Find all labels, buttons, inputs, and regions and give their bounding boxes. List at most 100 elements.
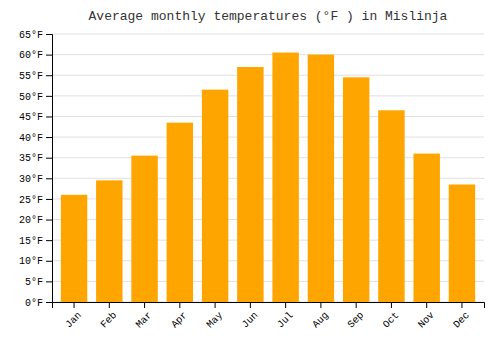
bar	[61, 195, 87, 302]
y-tick-mark	[46, 137, 52, 138]
bar	[343, 77, 369, 302]
y-tick-label: 15°F	[19, 236, 43, 247]
x-tick-label: Apr	[169, 310, 190, 331]
y-tick-mark	[46, 240, 52, 241]
y-tick-mark	[46, 281, 52, 282]
y-tick-mark	[46, 302, 52, 303]
x-tick-label: Sep	[346, 310, 367, 331]
x-tick-label: Jun	[240, 310, 261, 331]
x-tick-mark	[391, 302, 392, 308]
x-tick-mark	[215, 302, 216, 308]
x-tick-label: May	[204, 310, 225, 331]
y-tick-mark	[46, 261, 52, 262]
x-tick-mark	[144, 302, 145, 308]
bar	[449, 184, 475, 302]
x-tick-mark	[320, 302, 321, 308]
y-tick: 0°F	[25, 298, 52, 309]
y-tick-label: 10°F	[19, 256, 43, 267]
y-tick: 60°F	[19, 50, 52, 61]
y-tick: 50°F	[19, 92, 52, 103]
bar	[131, 156, 157, 302]
y-tick-label: 5°F	[25, 277, 43, 288]
bar	[167, 123, 193, 302]
y-tick-label: 30°F	[19, 174, 43, 185]
x-tick-label: Nov	[416, 310, 437, 331]
grid-line	[52, 116, 484, 117]
grid-line	[52, 137, 484, 138]
y-tick-label: 20°F	[19, 215, 43, 226]
title: Average monthly temperatures (°F ) in Mi…	[89, 9, 448, 24]
grid-line	[52, 75, 484, 76]
x-tick: Sep	[346, 302, 367, 330]
x-tick-mark	[179, 302, 180, 308]
x-tick: May	[204, 302, 225, 330]
y-tick: 25°F	[19, 195, 52, 206]
y-tick-mark	[46, 220, 52, 221]
x-tick: Aug	[310, 302, 331, 330]
y-tick-label: 50°F	[19, 92, 43, 103]
y-tick-label: 55°F	[19, 71, 43, 82]
y-tick-mark	[46, 55, 52, 56]
x-tick-mark	[250, 302, 251, 308]
x-tick-label: Jul	[275, 310, 296, 331]
y-tick: 15°F	[19, 236, 52, 247]
y-tick-mark	[46, 178, 52, 179]
bar	[272, 53, 298, 302]
x-tick-label: Feb	[99, 310, 120, 331]
y-tick: 20°F	[19, 215, 52, 226]
x-tick: Dec	[451, 302, 472, 330]
x-tick-label: Jan	[63, 310, 84, 331]
y-axis: 0°F 5°F 10°F 15°F 20°F 25°F 30°F 35°F 40°F 45°F 50…	[19, 30, 53, 309]
x-tick: Mar	[134, 302, 155, 330]
y-tick-label: 65°F	[19, 30, 43, 41]
x-tick-label: Dec	[451, 310, 472, 331]
bar	[378, 110, 404, 302]
bar	[202, 90, 228, 302]
y-tick: 55°F	[19, 71, 52, 82]
grid-line	[52, 54, 484, 55]
bar	[237, 67, 263, 302]
y-tick-label: 35°F	[19, 153, 43, 164]
y-tick-mark	[46, 199, 52, 200]
y-tick: 30°F	[19, 174, 52, 185]
y-tick-mark	[46, 96, 52, 97]
y-tick-mark	[46, 75, 52, 76]
x-tick-label: Oct	[381, 310, 402, 331]
bar	[308, 55, 334, 302]
y-tick-mark	[46, 116, 52, 117]
x-tick-label: Aug	[310, 310, 331, 331]
x-tick-label: Mar	[134, 310, 155, 331]
x-tick-mark	[285, 302, 286, 308]
x-tick-mark	[109, 302, 110, 308]
y-tick-label: 40°F	[19, 133, 43, 144]
x-tick-mark	[356, 302, 357, 308]
x-tick: Jan	[63, 302, 84, 330]
chart: 0°F 5°F 10°F 15°F 20°F 25°F 30°F 35°F 40°F 45°F 50…	[0, 0, 500, 350]
y-tick-mark	[46, 158, 52, 159]
x-tick-mark	[74, 302, 75, 308]
y-tick: 35°F	[19, 153, 52, 164]
bar	[96, 180, 122, 302]
grid	[52, 34, 484, 302]
plot: 0°F 5°F 10°F 15°F 20°F 25°F 30°F 35°F 40°F 45°F 50…	[19, 30, 485, 331]
y-tick-label: 60°F	[19, 50, 43, 61]
x-axis: Jan Feb Mar Apr May Jun Jul Aug Sep Oct Nov Dec	[53, 302, 485, 330]
grid-line	[52, 34, 484, 35]
x-tick-mark	[461, 302, 462, 308]
x-tick: Apr	[169, 302, 190, 330]
y-tick: 45°F	[19, 112, 52, 123]
y-axis-line	[46, 35, 53, 303]
y-tick: 40°F	[19, 133, 52, 144]
bar	[413, 154, 439, 302]
x-tick: Feb	[99, 302, 120, 330]
x-tick-mark	[426, 302, 427, 308]
x-tick: Oct	[381, 302, 402, 330]
x-tick: Jul	[275, 302, 296, 330]
x-tick: Jun	[240, 302, 261, 330]
y-tick-mark	[46, 34, 52, 35]
bars	[61, 53, 475, 302]
x-axis-line	[53, 303, 485, 309]
y-tick: 10°F	[19, 256, 52, 267]
y-tick-label: 45°F	[19, 112, 43, 123]
x-tick: Nov	[416, 302, 437, 330]
